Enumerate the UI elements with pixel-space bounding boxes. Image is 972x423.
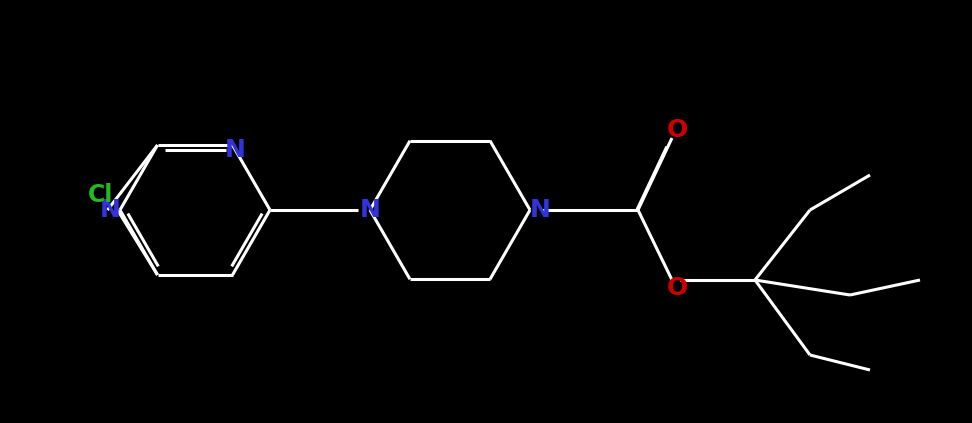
Text: N: N xyxy=(99,198,121,222)
Text: O: O xyxy=(667,276,687,300)
Text: N: N xyxy=(226,138,246,162)
Text: N: N xyxy=(360,198,380,222)
Text: N: N xyxy=(530,198,550,222)
Text: Cl: Cl xyxy=(87,183,113,207)
Text: O: O xyxy=(667,118,687,142)
